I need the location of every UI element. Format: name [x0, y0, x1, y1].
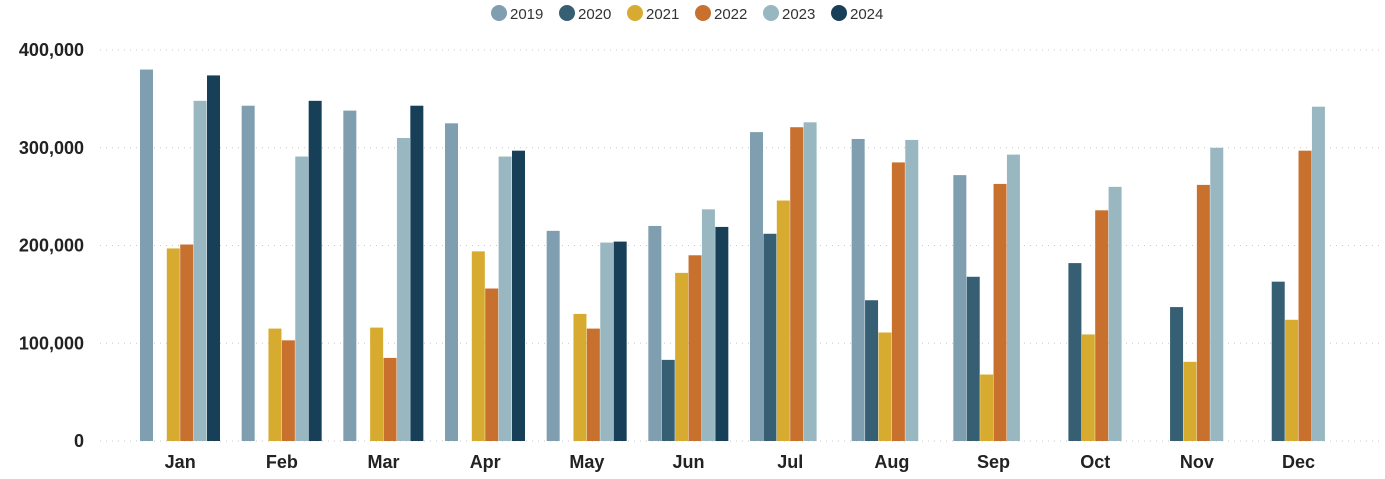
y-tick-label: 200,000: [19, 236, 84, 256]
y-axis: 0 100,000 200,000 300,000 400,000: [19, 40, 84, 451]
bar-feb-2022[interactable]: [281, 340, 295, 441]
bar-apr-2024[interactable]: [512, 150, 525, 441]
bar-jul-2020[interactable]: [763, 233, 777, 441]
x-tick-label-may: May: [569, 452, 604, 472]
legend-label-2019: 2019: [510, 6, 543, 23]
bar-jan-2019[interactable]: [140, 69, 153, 442]
bar-jun-2019[interactable]: [648, 225, 662, 441]
bar-dec-2020[interactable]: [1271, 281, 1285, 441]
legend-marker-2021: [627, 5, 643, 21]
bar-jun-2024[interactable]: [715, 226, 729, 441]
x-axis: Jan Feb Mar Apr May Jun Jul Aug Sep Oct Nov Dec: [165, 452, 1315, 472]
bar-aug-2022[interactable]: [891, 162, 905, 441]
bar-jul-2022[interactable]: [790, 127, 804, 441]
bar-mar-2024[interactable]: [410, 105, 424, 441]
bar-jan-2023[interactable]: [193, 100, 207, 441]
bar-sep-2022[interactable]: [993, 183, 1007, 442]
legend-item-2024[interactable]: 2024: [831, 5, 883, 23]
legend-label-2021: 2021: [646, 6, 679, 23]
bars: [140, 69, 1325, 442]
bar-may-2022[interactable]: [586, 328, 600, 441]
bar-mar-2022[interactable]: [383, 357, 397, 441]
bar-jan-2022[interactable]: [180, 244, 194, 441]
bar-sep-2019[interactable]: [953, 175, 967, 441]
x-tick-label-oct: Oct: [1080, 452, 1110, 472]
bar-jun-2020[interactable]: [661, 359, 675, 441]
bar-feb-2023[interactable]: [295, 156, 309, 442]
bar-jan-2024[interactable]: [207, 75, 220, 441]
legend-label-2020: 2020: [578, 6, 611, 23]
legend-item-2021[interactable]: 2021: [627, 5, 679, 23]
bar-may-2024[interactable]: [613, 241, 627, 441]
bar-mar-2021[interactable]: [370, 327, 384, 441]
bar-apr-2022[interactable]: [485, 288, 499, 441]
legend-marker-2024: [831, 5, 847, 21]
bar-jun-2022[interactable]: [688, 255, 702, 441]
y-tick-label: 400,000: [19, 40, 84, 60]
bar-aug-2019[interactable]: [851, 138, 865, 441]
bar-jul-2021[interactable]: [776, 200, 790, 441]
bar-mar-2019[interactable]: [343, 110, 357, 441]
x-tick-label-feb: Feb: [266, 452, 298, 472]
bar-aug-2021[interactable]: [878, 332, 892, 441]
legend-marker-2020: [559, 5, 575, 21]
bar-may-2023[interactable]: [600, 242, 614, 441]
x-tick-label-mar: Mar: [368, 452, 400, 472]
bar-feb-2024[interactable]: [308, 100, 322, 441]
x-tick-label-sep: Sep: [977, 452, 1010, 472]
y-tick-label: 0: [74, 431, 84, 451]
legend-label-2023: 2023: [782, 6, 815, 23]
bar-apr-2021[interactable]: [471, 251, 485, 441]
legend-item-2023[interactable]: 2023: [763, 5, 815, 23]
x-tick-label-dec: Dec: [1282, 452, 1315, 472]
bar-sep-2020[interactable]: [966, 276, 980, 441]
bar-may-2021[interactable]: [573, 313, 587, 441]
legend-item-2019[interactable]: 2019: [491, 5, 543, 23]
y-tick-label: 300,000: [19, 138, 84, 158]
bar-dec-2022[interactable]: [1298, 150, 1312, 441]
x-tick-label-jan: Jan: [165, 452, 196, 472]
bar-nov-2023[interactable]: [1210, 147, 1224, 441]
bar-oct-2022[interactable]: [1095, 210, 1109, 441]
chart-legend[interactable]: 2019 2020 2021 2022 2023 2024: [491, 5, 883, 23]
bar-dec-2021[interactable]: [1285, 319, 1299, 441]
bar-jul-2023[interactable]: [803, 122, 817, 442]
bar-apr-2019[interactable]: [445, 123, 458, 441]
bar-jul-2019[interactable]: [750, 132, 763, 442]
bar-sep-2023[interactable]: [1006, 154, 1020, 441]
bar-jan-2021[interactable]: [166, 248, 180, 441]
bar-jun-2023[interactable]: [701, 209, 715, 441]
legend-label-2024: 2024: [850, 6, 883, 23]
bar-oct-2023[interactable]: [1108, 186, 1122, 441]
bar-aug-2023[interactable]: [905, 139, 919, 441]
x-tick-label-nov: Nov: [1180, 452, 1214, 472]
bar-dec-2023[interactable]: [1311, 106, 1325, 441]
x-tick-label-aug: Aug: [874, 452, 909, 472]
bar-feb-2019[interactable]: [241, 105, 255, 441]
x-tick-label-jun: Jun: [673, 452, 705, 472]
y-tick-label: 100,000: [19, 333, 84, 353]
bar-oct-2020[interactable]: [1068, 263, 1082, 441]
bar-aug-2020[interactable]: [865, 300, 879, 441]
bar-mar-2023[interactable]: [396, 137, 410, 441]
bar-nov-2021[interactable]: [1183, 361, 1197, 441]
x-tick-label-apr: Apr: [470, 452, 501, 472]
legend-item-2022[interactable]: 2022: [695, 5, 747, 23]
bar-sep-2021[interactable]: [980, 374, 994, 441]
legend-marker-2023: [763, 5, 779, 21]
bar-apr-2023[interactable]: [498, 156, 512, 442]
bar-nov-2022[interactable]: [1196, 184, 1210, 441]
legend-label-2022: 2022: [714, 6, 747, 23]
x-tick-label-jul: Jul: [777, 452, 803, 472]
legend-item-2020[interactable]: 2020: [559, 5, 611, 23]
bar-oct-2021[interactable]: [1081, 334, 1095, 441]
legend-marker-2022: [695, 5, 711, 21]
bar-nov-2020[interactable]: [1170, 307, 1184, 441]
bar-feb-2021[interactable]: [268, 328, 282, 441]
bar-jun-2021[interactable]: [675, 272, 689, 441]
legend-marker-2019: [491, 5, 507, 21]
bar-may-2019[interactable]: [546, 230, 560, 441]
